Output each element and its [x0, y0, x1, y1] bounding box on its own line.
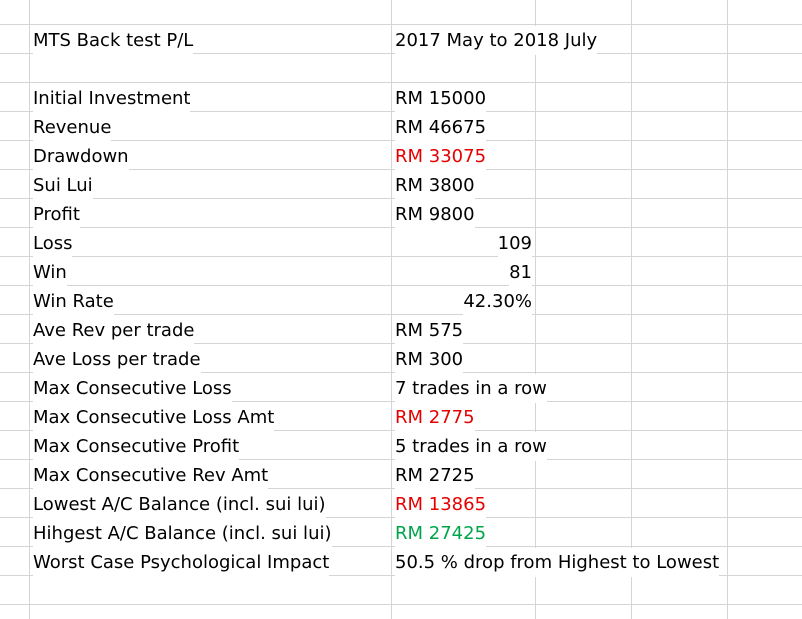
row-label[interactable]: Revenue: [33, 113, 112, 142]
column-gridline: [391, 0, 392, 619]
row-value[interactable]: RM 9800: [395, 200, 475, 229]
column-gridline: [631, 0, 632, 619]
row-value[interactable]: RM 15000: [395, 84, 487, 113]
column-gridline: [727, 0, 728, 619]
row-label[interactable]: Profit: [33, 200, 80, 229]
row-label[interactable]: Worst Case Psychological Impact: [33, 548, 330, 577]
row-gridline: [0, 285, 802, 286]
row-value[interactable]: 81: [509, 258, 532, 287]
row-value[interactable]: RM 27425: [395, 519, 487, 548]
row-label[interactable]: Win Rate: [33, 287, 114, 316]
row-value[interactable]: 50.5 % drop from Highest to Lowest: [395, 548, 720, 577]
row-value[interactable]: RM 2725: [395, 461, 475, 490]
row-value[interactable]: 7 trades in a row: [395, 374, 547, 403]
row-label[interactable]: Win: [33, 258, 67, 287]
column-gridline: [29, 0, 30, 619]
row-gridline: [0, 604, 802, 605]
row-value[interactable]: 109: [497, 229, 532, 258]
row-gridline: [0, 256, 802, 257]
row-label[interactable]: Drawdown: [33, 142, 129, 171]
row-gridline: [0, 314, 802, 315]
column-gridline: [535, 0, 536, 619]
row-value[interactable]: 5 trades in a row: [395, 432, 547, 461]
row-value[interactable]: RM 2775: [395, 403, 475, 432]
row-value[interactable]: RM 300: [395, 345, 464, 374]
row-label[interactable]: Sui Lui: [33, 171, 93, 200]
report-period[interactable]: 2017 May to 2018 July: [395, 26, 598, 55]
row-label[interactable]: Loss: [33, 229, 73, 258]
row-label[interactable]: Ave Loss per trade: [33, 345, 201, 374]
row-label[interactable]: Hihgest A/C Balance (incl. sui lui): [33, 519, 332, 548]
report-title[interactable]: MTS Back test P/L: [33, 26, 194, 55]
row-label[interactable]: Max Consecutive Loss: [33, 374, 232, 403]
row-value[interactable]: RM 575: [395, 316, 464, 345]
row-label[interactable]: Ave Rev per trade: [33, 316, 195, 345]
row-label[interactable]: Max Consecutive Loss Amt: [33, 403, 275, 432]
row-value[interactable]: 42.30%: [463, 287, 532, 316]
row-label[interactable]: Max Consecutive Rev Amt: [33, 461, 269, 490]
row-label[interactable]: Max Consecutive Profit: [33, 432, 240, 461]
row-gridline: [0, 24, 802, 25]
row-value[interactable]: RM 46675: [395, 113, 487, 142]
row-label[interactable]: Initial Investment: [33, 84, 191, 113]
row-value[interactable]: RM 13865: [395, 490, 487, 519]
row-value[interactable]: RM 33075: [395, 142, 487, 171]
row-gridline: [0, 82, 802, 83]
row-value[interactable]: RM 3800: [395, 171, 475, 200]
row-label[interactable]: Lowest A/C Balance (incl. sui lui): [33, 490, 326, 519]
